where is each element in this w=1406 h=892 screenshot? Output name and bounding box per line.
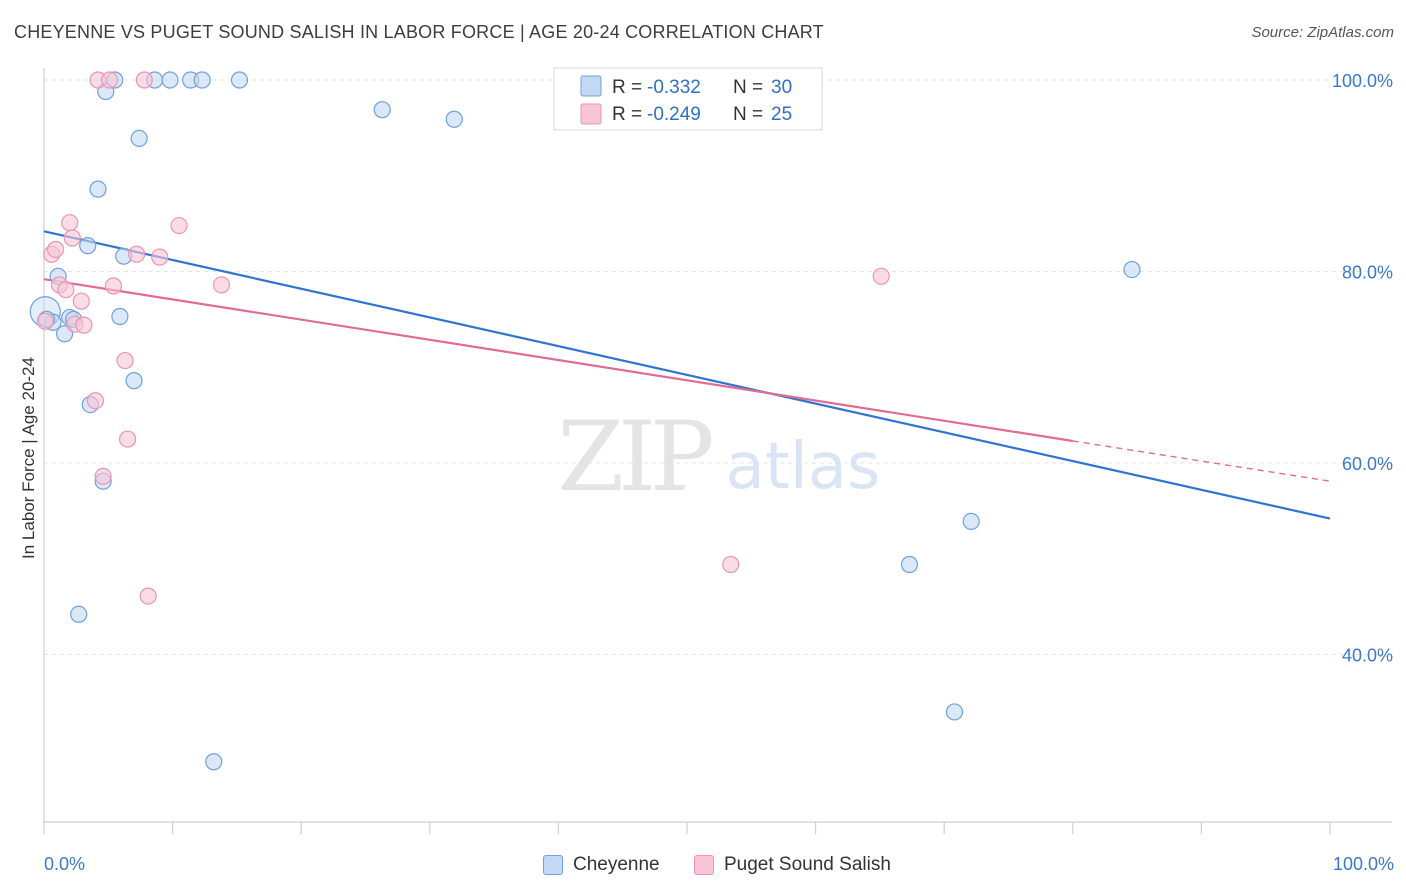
y-tick-label: 80.0%	[1342, 263, 1393, 283]
legend-swatch-puget-sound-salish	[694, 855, 714, 875]
stats-r-label: R =	[612, 77, 642, 98]
point-cheyenne	[445, 110, 463, 128]
y-tick-labels: 40.0% 60.0% 80.0% 100.0%	[1332, 71, 1393, 666]
stats-r-label: R =	[612, 104, 642, 125]
chart-title: CHEYENNE VS PUGET SOUND SALISH IN LABOR …	[14, 22, 824, 42]
point-cheyenne	[193, 71, 211, 89]
x-tick-label: 0.0%	[44, 854, 85, 874]
point-cheyenne	[945, 703, 964, 721]
series-legend: Cheyenne Puget Sound Salish	[0, 848, 1406, 882]
point-puget-sound-salish	[127, 245, 146, 263]
legend-swatch-cheyenne	[543, 855, 563, 875]
y-tick-label: 60.0%	[1342, 454, 1393, 474]
point-puget-sound-salish	[75, 316, 93, 334]
point-puget-sound-salish	[116, 351, 134, 370]
trend-line-cheyenne	[43, 230, 1331, 520]
stats-n-value: 25	[771, 104, 792, 125]
y-tick-label: 100.0%	[1332, 71, 1393, 91]
point-cheyenne	[1123, 260, 1141, 279]
legend-label-cheyenne: Cheyenne	[573, 854, 660, 875]
point-cheyenne	[125, 372, 143, 390]
point-cheyenne	[962, 512, 980, 531]
point-puget-sound-salish	[212, 276, 231, 294]
trend-line-extension	[1072, 440, 1331, 482]
stats-r-value: -0.249	[647, 104, 701, 125]
point-puget-sound-salish	[139, 587, 157, 605]
point-puget-sound-salish	[151, 248, 169, 266]
x-tick-labels: 0.0% 100.0%	[44, 854, 1394, 874]
axes	[43, 68, 1392, 823]
x-tick-label: 100.0%	[1333, 854, 1394, 874]
stats-r-value: -0.332	[647, 77, 701, 98]
point-puget-sound-salish	[104, 277, 123, 295]
y-axis-label: In Labor Force | Age 20-24	[19, 357, 38, 559]
gridlines	[44, 79, 1392, 655]
stats-swatch-cheyenne	[580, 75, 602, 97]
point-cheyenne	[70, 605, 88, 623]
stats-n-label: N =	[733, 104, 763, 125]
watermark: ZIP atlas	[557, 401, 880, 513]
trend-lines	[43, 230, 1331, 520]
point-puget-sound-salish	[872, 267, 890, 285]
stats-n-label: N =	[733, 77, 763, 98]
point-puget-sound-salish	[61, 214, 79, 232]
point-puget-sound-salish	[86, 392, 105, 410]
watermark-zip: ZIP	[557, 401, 712, 513]
point-puget-sound-salish	[135, 71, 153, 89]
watermark-atlas: atlas	[726, 430, 881, 504]
point-cheyenne	[205, 753, 223, 771]
stats-swatch-puget	[580, 103, 602, 125]
point-puget-sound-salish	[722, 555, 740, 574]
legend-item-cheyenne[interactable]: Cheyenne	[543, 852, 660, 878]
point-puget-sound-salish	[100, 71, 119, 89]
trend-line-puget-sound-salish	[43, 278, 1073, 443]
point-puget-sound-salish	[170, 216, 188, 235]
legend-label-puget-sound-salish: Puget Sound Salish	[724, 854, 891, 875]
point-puget-sound-salish	[36, 312, 54, 330]
data-points	[29, 71, 1141, 771]
stats-legend: R = -0.332 N = 30 R = -0.249 N = 25	[553, 67, 823, 131]
point-puget-sound-salish	[94, 467, 112, 486]
point-cheyenne	[130, 129, 148, 148]
point-cheyenne	[373, 101, 391, 119]
point-puget-sound-salish	[63, 229, 81, 247]
point-puget-sound-salish	[46, 240, 65, 259]
point-puget-sound-salish	[72, 292, 90, 310]
source-credit: Source: ZipAtlas.com	[1251, 24, 1394, 41]
point-cheyenne	[161, 71, 179, 89]
x-ticks	[43, 822, 1331, 834]
point-cheyenne	[111, 307, 129, 326]
stats-n-value: 30	[771, 77, 792, 98]
point-cheyenne	[900, 555, 919, 574]
point-cheyenne	[79, 237, 97, 255]
legend-item-puget-sound-salish[interactable]: Puget Sound Salish	[694, 852, 891, 878]
point-puget-sound-salish	[118, 430, 137, 448]
point-cheyenne	[230, 71, 249, 89]
point-cheyenne	[89, 180, 107, 198]
y-tick-label: 40.0%	[1342, 646, 1393, 666]
point-puget-sound-salish	[57, 281, 75, 299]
